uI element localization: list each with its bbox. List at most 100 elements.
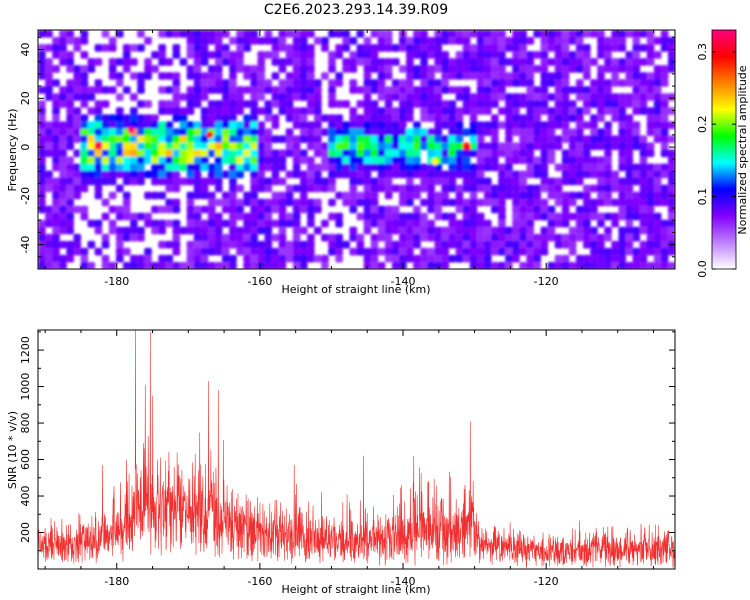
heatmap-cell [271, 198, 280, 207]
heatmap-cell [363, 100, 372, 108]
heatmap-cell [462, 149, 471, 158]
heatmap-cell [38, 226, 46, 235]
heatmap-cell [561, 79, 570, 87]
heatmap-cell [307, 198, 315, 207]
heatmap-cell [427, 142, 435, 151]
heatmap-cell [498, 65, 506, 73]
heatmap-cell [144, 219, 152, 228]
heatmap-cell [370, 65, 379, 73]
heatmap-cell [618, 107, 627, 115]
heatmap-cell [625, 205, 634, 214]
heatmap-cell [491, 191, 499, 200]
heatmap-cell [108, 114, 117, 122]
heatmap-cell [292, 44, 301, 52]
heatmap-cell [229, 128, 237, 136]
heatmap-cell [186, 142, 195, 151]
heatmap-cell [122, 177, 131, 186]
heatmap-cell [554, 233, 563, 242]
heatmap-cell [512, 37, 520, 45]
heatmap-cell [342, 240, 350, 249]
heatmap-cell [413, 233, 421, 242]
heatmap-cell [625, 240, 634, 249]
heatmap-cell [186, 247, 195, 256]
heatmap-cell [122, 114, 131, 122]
x-tick-label: -180 [104, 275, 129, 288]
heatmap-cell [214, 121, 223, 129]
heatmap-cell [519, 79, 527, 87]
heatmap-cell [660, 163, 669, 172]
heatmap-cell [505, 93, 513, 101]
heatmap-cell [519, 128, 527, 136]
heatmap-cell [73, 72, 82, 80]
heatmap-cell [229, 163, 237, 172]
heatmap-cell [38, 135, 46, 143]
heatmap-cell [469, 262, 478, 269]
heatmap-cell [483, 149, 492, 158]
heatmap-cell [498, 58, 506, 66]
heatmap-cell [519, 205, 527, 214]
heatmap-cell [299, 72, 308, 80]
heatmap-cell [257, 135, 266, 143]
heatmap-cell [498, 163, 506, 172]
heatmap-cell [101, 163, 110, 172]
heatmap-cell [264, 247, 273, 256]
heatmap-cell [667, 149, 675, 158]
heatmap-cell [625, 247, 634, 256]
heatmap-cell [399, 212, 407, 221]
heatmap-cell [38, 219, 46, 228]
heatmap-cell [186, 100, 195, 108]
heatmap-cell [52, 212, 60, 221]
heatmap-cell [420, 219, 428, 228]
heatmap-cell [469, 184, 478, 193]
heatmap-cell [236, 170, 244, 179]
heatmap-cell [377, 30, 386, 38]
heatmap-cell [122, 156, 131, 165]
heatmap-cell [200, 233, 209, 242]
heatmap-cell [420, 177, 428, 186]
colorbar: 0.00.10.20.3 Normalized spectral amplitu… [696, 29, 749, 278]
heatmap-cell [172, 86, 181, 94]
heatmap-cell [285, 240, 294, 249]
heatmap-cell [540, 170, 549, 179]
heatmap-cell [413, 205, 421, 214]
heatmap-cell [214, 212, 223, 221]
heatmap-cell [377, 37, 386, 45]
heatmap-cell [476, 44, 485, 52]
heatmap-cell [307, 107, 315, 115]
heatmap-cell [158, 30, 166, 38]
heatmap-cell [667, 170, 675, 179]
heatmap-cell [115, 254, 124, 263]
heatmap-cell [214, 149, 223, 158]
heatmap-cell [377, 212, 386, 221]
heatmap-cell [264, 177, 273, 186]
x-tick-label: -140 [391, 575, 416, 588]
heatmap-cell [292, 79, 301, 87]
heatmap-cell [45, 262, 53, 269]
heatmap-cell [406, 100, 414, 108]
heatmap-cell [448, 37, 457, 45]
heatmap-cell [222, 254, 230, 263]
heatmap-cell [66, 254, 74, 263]
heatmap-cell [526, 37, 535, 45]
heatmap-cell [335, 142, 343, 151]
heatmap-cell [667, 205, 675, 214]
heatmap-cell [222, 86, 230, 94]
heatmap-cell [611, 65, 619, 73]
heatmap-cell [45, 149, 53, 158]
heatmap-cell [377, 58, 386, 66]
heatmap-cell [611, 72, 619, 80]
heatmap-cell [52, 198, 60, 207]
heatmap-cell [554, 163, 563, 172]
heatmap-cell [236, 163, 244, 172]
heatmap-cell [406, 107, 414, 115]
heatmap-cell [441, 191, 450, 200]
heatmap-cell [328, 51, 336, 59]
heatmap-cell [554, 44, 563, 52]
heatmap-cell [413, 100, 421, 108]
y-tick-label: 200 [19, 522, 32, 543]
heatmap-cell [101, 262, 110, 269]
heatmap-cell [59, 149, 67, 158]
heatmap-cell [618, 254, 627, 263]
heatmap-cell [299, 65, 308, 73]
heatmap-cell [342, 121, 350, 129]
